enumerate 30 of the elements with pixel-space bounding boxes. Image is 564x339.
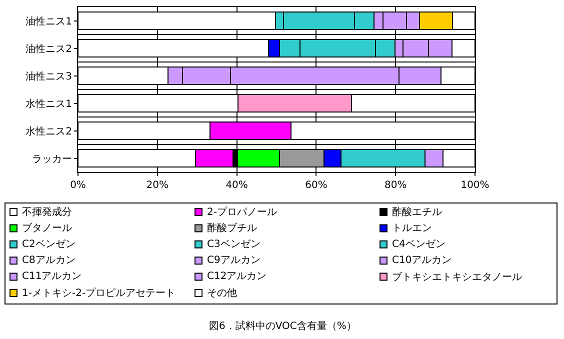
x-tick-label: 100% bbox=[460, 180, 490, 191]
x-tick-label: 60% bbox=[305, 180, 328, 191]
legend-label: 2-プロパノール bbox=[207, 206, 277, 218]
legend-label: 不揮発成分 bbox=[22, 206, 72, 218]
legend-label: C10アルカン bbox=[392, 255, 452, 266]
legend-label: C9アルカン bbox=[207, 255, 260, 266]
x-tick-label: 40% bbox=[226, 180, 248, 191]
legend-label: C3ベンゼン bbox=[207, 239, 260, 250]
legend-label: ブタノール bbox=[22, 222, 72, 234]
x-tick-label: 80% bbox=[384, 180, 407, 191]
y-tick-label: 水性ニス2 bbox=[26, 125, 72, 138]
x-tick-label: 0% bbox=[70, 180, 86, 191]
legend-label: ブトキシエトキシエタノール bbox=[392, 271, 522, 283]
text: 図6．試料中のVOC含有量（%） bbox=[209, 320, 356, 332]
legend-label: C12アルカン bbox=[207, 271, 267, 282]
y-tick-label: 水性ニス1 bbox=[26, 98, 72, 110]
legend-label: C4ベンゼン bbox=[392, 239, 446, 250]
legend-label: C11アルカン bbox=[22, 271, 82, 282]
legend-label: その他 bbox=[207, 287, 237, 299]
legend-label: 酢酸ブチル bbox=[207, 222, 257, 234]
legend-label: トルエン bbox=[392, 223, 432, 234]
legend-label: 酢酸エチル bbox=[392, 206, 442, 218]
y-tick-label: 油性ニス1 bbox=[26, 15, 72, 28]
y-tick-label: 油性ニス2 bbox=[26, 42, 72, 55]
legend-label: 1-メトキシ-2-プロピルアセテート bbox=[22, 287, 176, 299]
legend-label: C2ベンゼン bbox=[22, 239, 76, 250]
x-tick-label: 20% bbox=[146, 180, 169, 191]
y-tick-label: 油性ニス3 bbox=[26, 70, 72, 82]
legend-label: C8アルカン bbox=[22, 255, 76, 266]
y-tick-label: ラッカー bbox=[32, 154, 72, 165]
